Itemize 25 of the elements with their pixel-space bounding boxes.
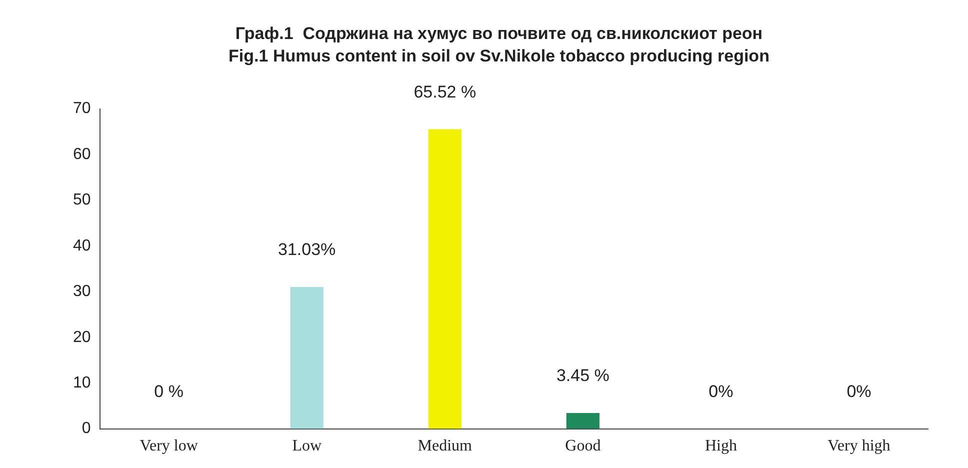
data-label: 31.03% [278, 240, 336, 260]
y-tick-label: 60 [73, 146, 91, 163]
chart-title: Граф.1 Содржина на хумус во почвите од св.николскиот реон [235, 24, 763, 43]
x-tick-label: Medium [418, 438, 473, 455]
y-tick-label: 40 [73, 237, 91, 254]
data-label: 3.45 % [556, 366, 610, 386]
data-label: 0 % [154, 382, 184, 401]
x-tick-label: High [704, 438, 737, 455]
y-tick-label: 70 [73, 100, 91, 118]
y-tick-label: 20 [73, 328, 91, 346]
bar [428, 129, 462, 429]
bar [566, 413, 600, 429]
y-tick-label: 30 [73, 283, 91, 300]
x-tick-label: Very low [140, 438, 198, 455]
x-tick-label: Very high [828, 438, 890, 455]
x-tick-label: Low [292, 438, 322, 455]
y-tick-label: 50 [73, 192, 91, 209]
bar [290, 286, 324, 429]
y-tick-label: 0 [82, 420, 91, 438]
data-label: 0% [708, 382, 734, 401]
x-tick-label: Good [565, 438, 601, 455]
data-label: 65.52 % [414, 82, 476, 102]
y-tick-label: 10 [73, 374, 91, 392]
data-label: 0% [846, 382, 872, 401]
chart-subtitle: Fig.1 Humus content in soil ov Sv.Nikole tobacco producing region [228, 46, 770, 66]
